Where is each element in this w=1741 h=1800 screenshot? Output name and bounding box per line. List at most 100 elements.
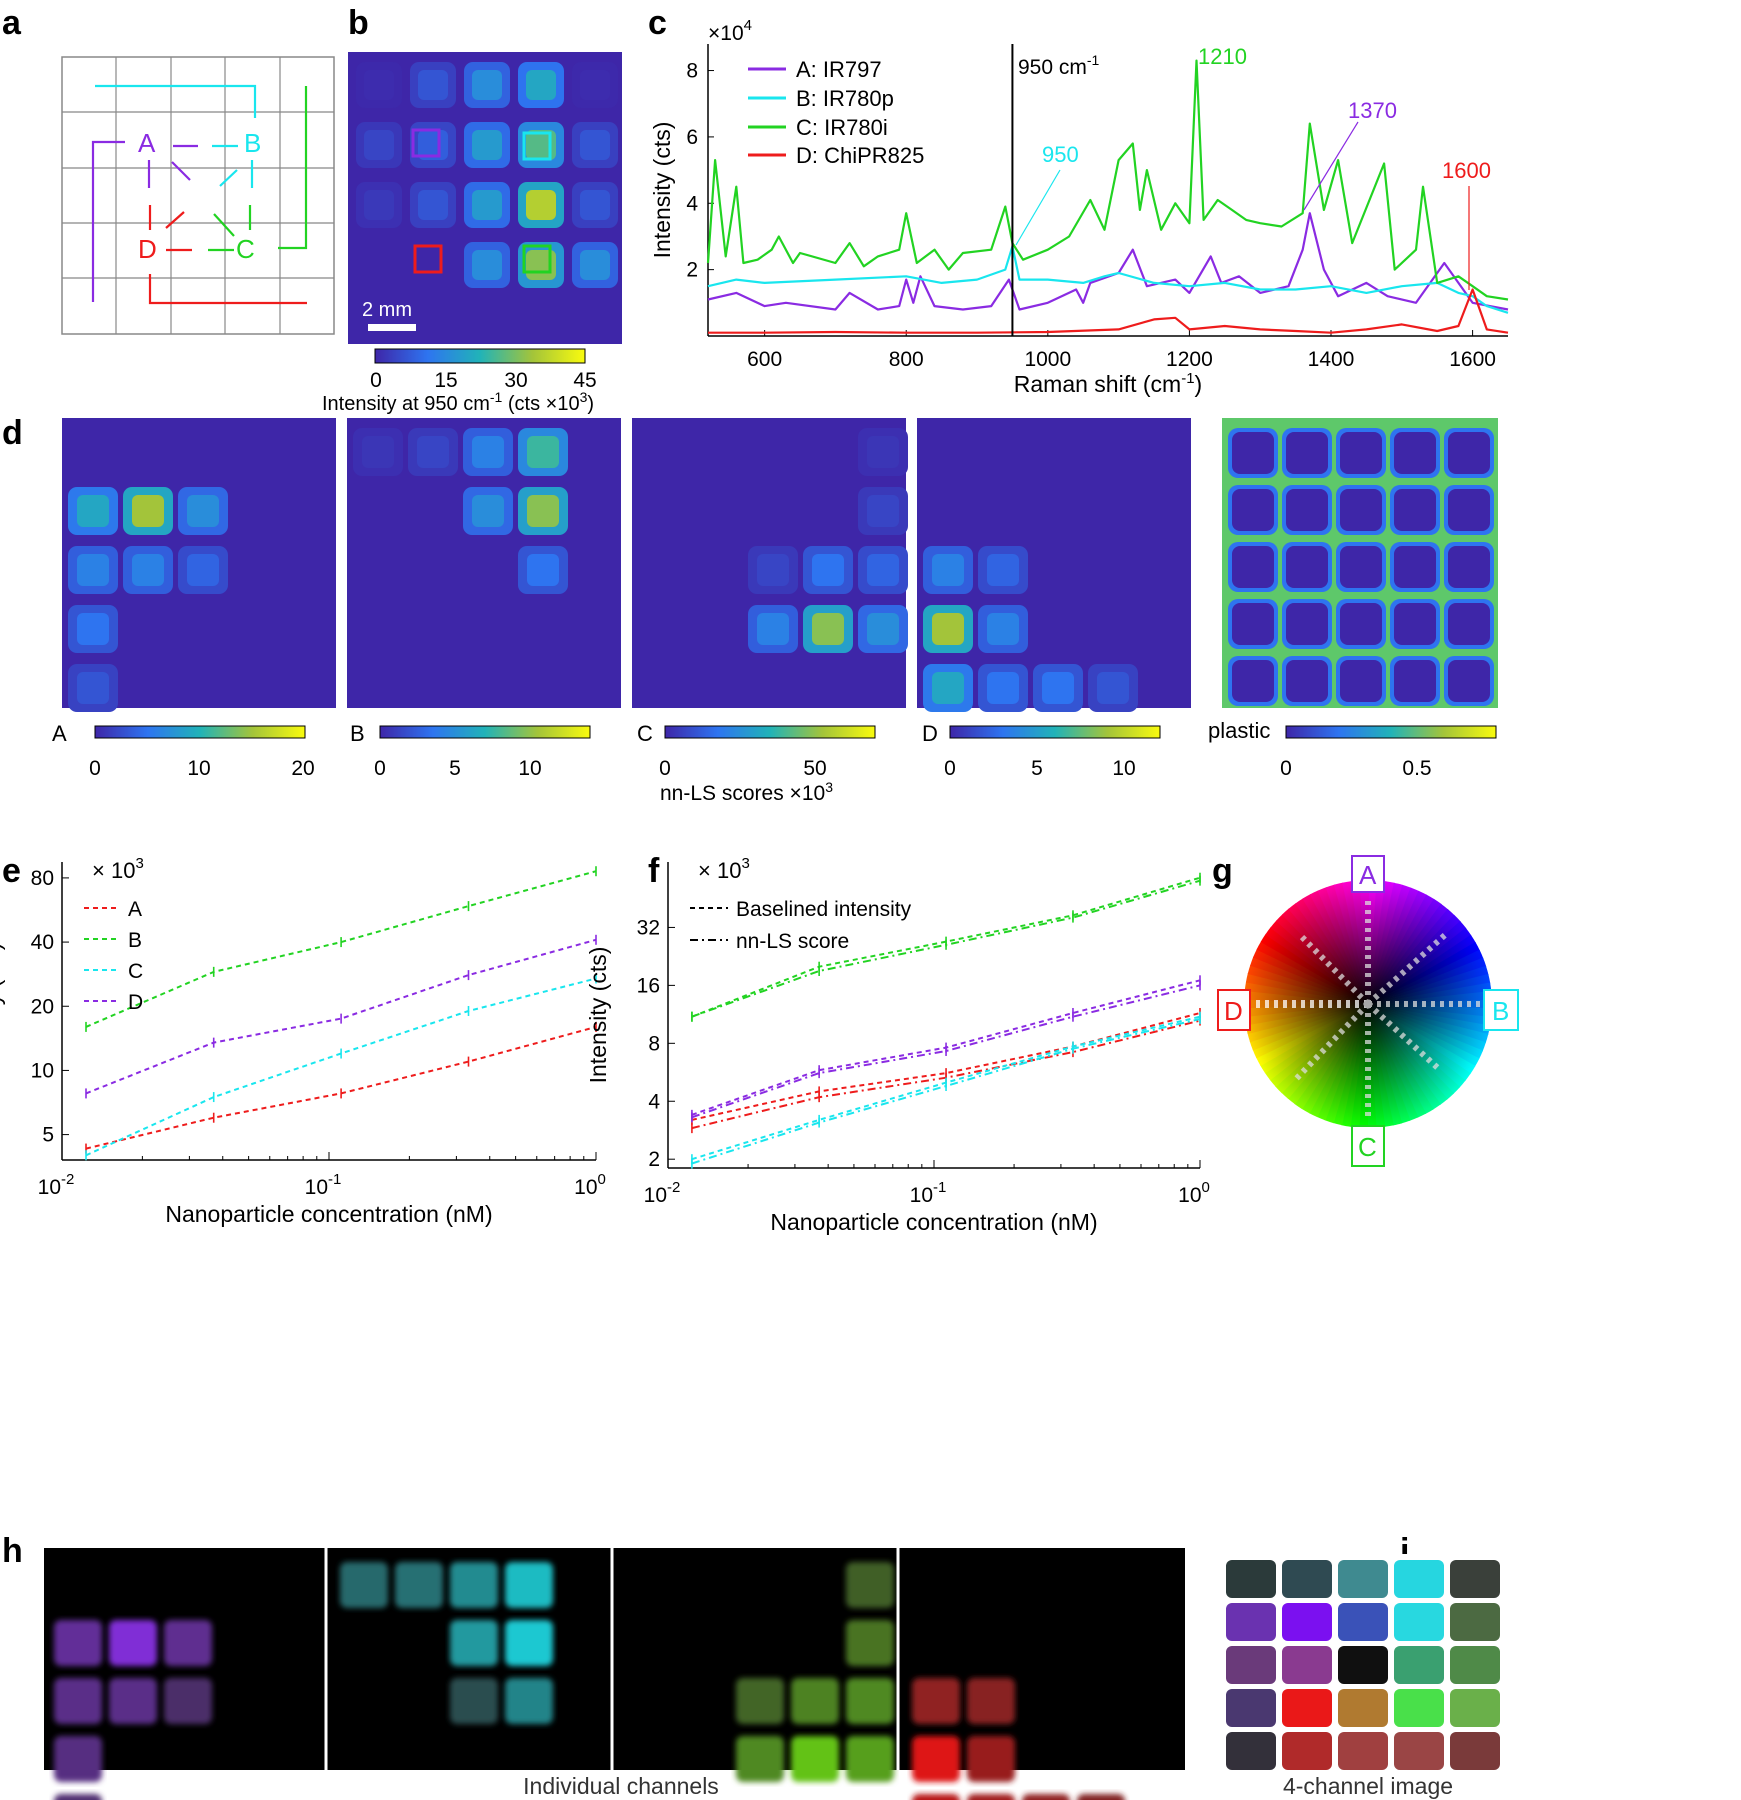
colorbar-tick: 0 <box>370 369 382 392</box>
channel-tile <box>846 1736 894 1782</box>
map-well-core <box>812 613 844 645</box>
channel-tile <box>450 1678 498 1724</box>
colorbar-tick: 10 <box>518 757 541 780</box>
composite-tile <box>1282 1689 1332 1727</box>
diagram-label-B: B <box>244 128 261 158</box>
channel-tile <box>967 1736 1015 1782</box>
plastic-well <box>1232 546 1274 588</box>
x-tick-label: 10-1 <box>305 1171 342 1199</box>
map-well-core <box>987 613 1019 645</box>
x-axis-label: Nanoparticle concentration (nM) <box>770 1209 1097 1235</box>
composite-tile <box>1226 1689 1276 1727</box>
colorbar-tick: 5 <box>1031 757 1043 780</box>
colorbar-tick: 15 <box>434 369 457 392</box>
colorbar-tick: 0 <box>1280 757 1292 780</box>
channel-tile <box>164 1620 212 1666</box>
channel-tile <box>846 1562 894 1608</box>
x-tick-label: 600 <box>747 348 782 371</box>
plastic-well <box>1448 603 1490 645</box>
well-core <box>472 190 502 220</box>
plastic-well <box>1340 603 1382 645</box>
x-tick-label: 1200 <box>1166 348 1213 371</box>
map-well-core <box>472 436 504 468</box>
caption-individual-channels: Individual channels <box>523 1773 719 1799</box>
plastic-well <box>1286 546 1328 588</box>
series-line-D <box>708 288 1509 334</box>
well-core <box>580 70 610 100</box>
composite-tile <box>1394 1689 1444 1727</box>
y-tick-label: 4 <box>686 192 698 215</box>
legend-B: B: IR780p <box>796 86 894 111</box>
series-line <box>85 870 597 1028</box>
wheel-label-D: D <box>1224 996 1243 1026</box>
composite-tile <box>1226 1603 1276 1641</box>
x-axis-label: Raman shift (cm-1) <box>1014 370 1202 397</box>
composite-tile <box>1338 1732 1388 1770</box>
channel-tile <box>340 1562 388 1608</box>
composite-tile <box>1394 1732 1444 1770</box>
vline-label: 950 cm-1 <box>1018 52 1100 79</box>
map-well-core <box>132 495 164 527</box>
nnls-shared-label: nn-LS scores ×103 <box>660 779 833 805</box>
colorbar-tick: 5 <box>449 757 461 780</box>
panel-a-diagram: A B C D <box>61 56 335 335</box>
colorbar-tick: 10 <box>1112 757 1135 780</box>
panel-g-color-wheel: A B C D <box>1217 855 1519 1167</box>
plastic-well <box>1448 489 1490 531</box>
channel-tile <box>736 1678 784 1724</box>
series-line <box>691 984 1201 1119</box>
channel-tile <box>1022 1794 1070 1800</box>
channel-tile <box>54 1620 102 1666</box>
y-tick-label: 40 <box>31 931 54 954</box>
x-tick-label: 800 <box>889 348 924 371</box>
legend-label: nn-LS score <box>736 930 849 953</box>
peak-label-1210: 1210 <box>1198 44 1247 69</box>
x-axis-label: Nanoparticle concentration (nM) <box>165 1201 492 1227</box>
well-core <box>364 130 394 160</box>
wheel-label-B: B <box>1492 996 1509 1026</box>
channel-tile <box>912 1736 960 1782</box>
panel-label-a: a <box>2 4 22 42</box>
channel-tile <box>54 1794 102 1800</box>
map-well-core <box>932 613 964 645</box>
map-well-core <box>77 613 109 645</box>
colorbar-tick: 0 <box>944 757 956 780</box>
legend-label: Baselined intensity <box>736 898 912 921</box>
y-tick-label: 80 <box>31 867 54 890</box>
composite-tile <box>1338 1560 1388 1598</box>
colorbar-tick: 45 <box>573 369 596 392</box>
map-well-core <box>867 436 899 468</box>
y-tick-label: 20 <box>31 995 54 1018</box>
composite-tile <box>1450 1603 1500 1641</box>
legend-label-A: A <box>128 898 142 921</box>
map-well-core <box>932 672 964 704</box>
x-tick-label: 1000 <box>1024 348 1071 371</box>
channel-tile <box>846 1620 894 1666</box>
panel-label-i: i <box>1400 1532 1409 1570</box>
composite-tile <box>1338 1646 1388 1684</box>
panel-d-maps: A B C D plastic 0 10 20 0 5 10 0 50 0 5 … <box>52 418 1498 805</box>
composite-tile <box>1282 1603 1332 1641</box>
channel-tile <box>846 1678 894 1724</box>
map-label-plastic: plastic <box>1208 718 1270 743</box>
diagram-label-D: D <box>138 234 157 264</box>
map-well-core <box>812 554 844 586</box>
composite-tile <box>1282 1732 1332 1770</box>
wheel-label-C: C <box>1358 1132 1377 1162</box>
plastic-well <box>1340 432 1382 474</box>
panel-label-b: b <box>348 4 369 42</box>
y-tick-label: 8 <box>686 60 698 83</box>
peak-label-950: 950 <box>1042 142 1079 167</box>
composite-tile <box>1394 1603 1444 1641</box>
plastic-well <box>1232 432 1274 474</box>
composite-tile <box>1338 1603 1388 1641</box>
map-well-core <box>527 495 559 527</box>
channel-tile <box>912 1678 960 1724</box>
plastic-well <box>1286 432 1328 474</box>
plastic-well <box>1286 660 1328 702</box>
series-line-C <box>706 59 1509 301</box>
colorbar-tick: 0 <box>659 757 671 780</box>
panel-label-c: c <box>648 4 667 42</box>
plastic-well <box>1232 489 1274 531</box>
